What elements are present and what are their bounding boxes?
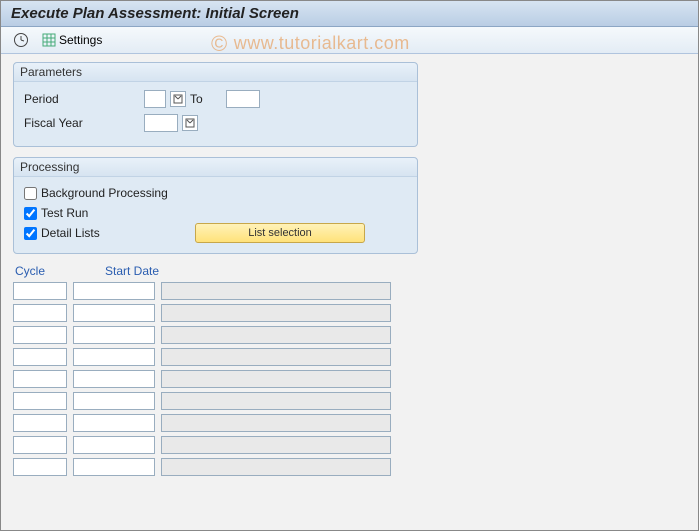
cycle-input[interactable] — [13, 414, 67, 432]
execute-button[interactable] — [9, 30, 33, 50]
start-date-input[interactable] — [73, 458, 155, 476]
settings-grid-icon — [41, 32, 57, 48]
test-run-checkbox[interactable] — [24, 207, 37, 220]
background-processing-checkbox[interactable] — [24, 187, 37, 200]
cycle-desc-input — [161, 370, 391, 388]
cycle-desc-input — [161, 392, 391, 410]
start-date-input[interactable] — [73, 282, 155, 300]
cycle-row — [13, 436, 686, 454]
parameters-group: Parameters Period To Fiscal Year — [13, 62, 418, 147]
cycle-desc-input — [161, 458, 391, 476]
parameters-title: Parameters — [14, 63, 417, 82]
start-date-input[interactable] — [73, 348, 155, 366]
cycle-desc-input — [161, 436, 391, 454]
start-date-input[interactable] — [73, 326, 155, 344]
fiscal-year-input[interactable] — [144, 114, 178, 132]
cycle-input[interactable] — [13, 392, 67, 410]
cycle-input[interactable] — [13, 370, 67, 388]
period-row: Period To — [24, 88, 407, 110]
background-processing-row: Background Processing — [24, 183, 407, 203]
test-run-label: Test Run — [41, 206, 88, 220]
cycle-row — [13, 392, 686, 410]
cycle-row — [13, 282, 686, 300]
start-date-header: Start Date — [105, 264, 205, 278]
settings-button[interactable]: Settings — [37, 30, 106, 50]
cycle-desc-input — [161, 326, 391, 344]
cycle-row — [13, 414, 686, 432]
start-date-input[interactable] — [73, 392, 155, 410]
clock-icon — [13, 32, 29, 48]
list-selection-button[interactable]: List selection — [195, 223, 365, 243]
cycle-desc-input — [161, 304, 391, 322]
dropdown-icon — [173, 94, 183, 104]
start-date-input[interactable] — [73, 304, 155, 322]
cycle-row — [13, 304, 686, 322]
toolbar: Settings — [1, 27, 698, 54]
cycle-header: Cycle — [15, 264, 75, 278]
settings-label: Settings — [59, 33, 102, 47]
start-date-input[interactable] — [73, 370, 155, 388]
page-title: Execute Plan Assessment: Initial Screen — [1, 1, 698, 27]
cycle-headers: Cycle Start Date — [13, 264, 686, 278]
cycle-desc-input — [161, 282, 391, 300]
cycle-input[interactable] — [13, 458, 67, 476]
start-date-input[interactable] — [73, 414, 155, 432]
cycle-desc-input — [161, 348, 391, 366]
detail-lists-label: Detail Lists — [41, 226, 191, 240]
start-date-input[interactable] — [73, 436, 155, 454]
period-to-input[interactable] — [226, 90, 260, 108]
cycle-row — [13, 348, 686, 366]
period-to-label: To — [190, 92, 226, 106]
dropdown-icon — [185, 118, 195, 128]
cycle-row — [13, 458, 686, 476]
cycle-rows — [13, 282, 686, 476]
cycle-input[interactable] — [13, 436, 67, 454]
detail-lists-checkbox[interactable] — [24, 227, 37, 240]
period-label: Period — [24, 92, 144, 106]
period-from-input[interactable] — [144, 90, 166, 108]
detail-lists-row: Detail Lists List selection — [24, 223, 407, 243]
cycle-input[interactable] — [13, 282, 67, 300]
processing-title: Processing — [14, 158, 417, 177]
fiscal-year-dropdown[interactable] — [182, 115, 198, 131]
test-run-row: Test Run — [24, 203, 407, 223]
period-from-dropdown[interactable] — [170, 91, 186, 107]
content-area: Parameters Period To Fiscal Year — [1, 54, 698, 488]
cycle-desc-input — [161, 414, 391, 432]
cycle-input[interactable] — [13, 348, 67, 366]
fiscal-year-label: Fiscal Year — [24, 116, 144, 130]
fiscal-year-row: Fiscal Year — [24, 112, 407, 134]
cycle-row — [13, 326, 686, 344]
processing-group: Processing Background Processing Test Ru… — [13, 157, 418, 254]
cycle-input[interactable] — [13, 304, 67, 322]
cycle-input[interactable] — [13, 326, 67, 344]
cycle-row — [13, 370, 686, 388]
background-processing-label: Background Processing — [41, 186, 168, 200]
